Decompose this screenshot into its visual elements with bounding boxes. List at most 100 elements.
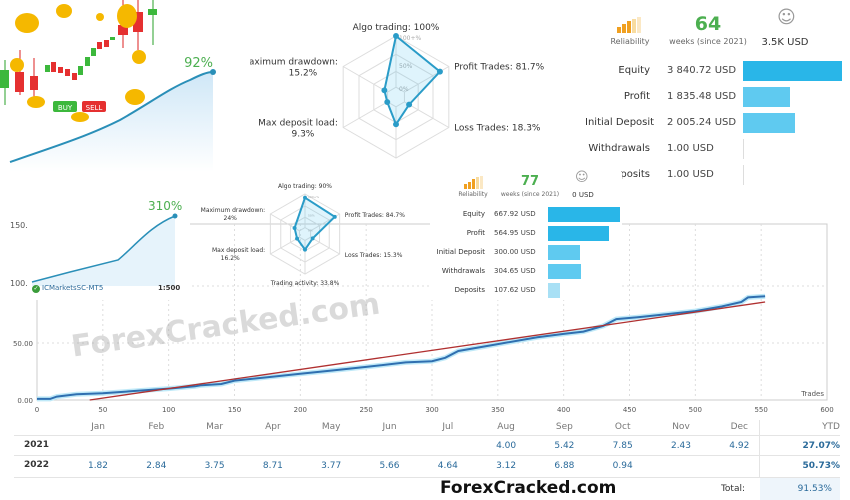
radar-axis-label: Maximum drawdown: 15.2% [250, 58, 338, 79]
stat-value: 2 005.24 USD [667, 117, 737, 128]
x-axis-label: Trades [800, 390, 824, 398]
month-value: 1.82 [87, 461, 109, 471]
growth-line [9, 71, 214, 163]
radar-chart-top: 100+% 50% 0% Algo trading: 100% Profit Trade… [250, 23, 545, 159]
reliability-icon [464, 176, 483, 189]
month-value: 5.66 [379, 461, 400, 471]
radar-point [393, 33, 399, 39]
stat-label: Withdrawals [441, 267, 485, 275]
x-tick-label: 100 [162, 406, 175, 414]
radar-point [303, 195, 307, 200]
stat-label: Profit [623, 91, 650, 102]
radar-point [310, 236, 315, 241]
buy-badge [53, 101, 77, 112]
stat-value: 1.00 USD [667, 143, 714, 154]
radar-point [292, 226, 297, 230]
month-header: Jun [382, 422, 397, 432]
radar-spoke [342, 101, 388, 128]
x-tick-label: 500 [689, 406, 702, 414]
mini-y-tick: 100. [10, 279, 28, 288]
total-label: Total: [720, 484, 745, 494]
reliability-icon [617, 17, 641, 33]
month-value: 2.43 [670, 441, 692, 451]
month-header: Jan [91, 422, 105, 432]
stat-bar [743, 165, 744, 185]
month-header: Apr [265, 422, 281, 432]
month-value: 4.92 [729, 441, 750, 451]
stat-value: 107.62 USD [494, 286, 536, 294]
month-value: 3.75 [204, 461, 225, 471]
subscribers-value: 0 USD [572, 191, 594, 199]
weeks-label: weeks (since 2021) [500, 191, 560, 198]
radar-axis-label: Algo trading: 100% [353, 23, 440, 33]
mini-y-tick: 150. [10, 221, 28, 230]
radar-point [393, 121, 399, 128]
stat-label: Profit [466, 229, 485, 237]
mini-gain-label: 310% [148, 199, 183, 213]
stat-label: Equity [618, 65, 650, 76]
stat-label: Initial Deposit [585, 117, 655, 128]
table-header: Jan Feb Mar Apr May Jun Jul Aug Sep Oct Nov Dec YTD [14, 420, 840, 436]
stat-bar [743, 113, 795, 133]
total-cell [760, 478, 840, 500]
candlestick-illustration: BUY SELL 92% [0, 0, 216, 172]
x-tick-label: 450 [623, 406, 636, 414]
radar-spoke [310, 236, 340, 255]
leverage: 1:500 [158, 284, 181, 292]
month-header: Jul [442, 422, 454, 432]
radar-axis-label: Profit Trades: 81.7% [454, 63, 545, 73]
monthly-returns-table: Jan Feb Mar Apr May Jun Jul Aug Sep Oct Nov Dec YTD … [0, 420, 850, 500]
weeks-value: 77 [520, 174, 540, 189]
stat-bar [548, 264, 581, 279]
stat-bar [548, 283, 560, 298]
stat-bar [743, 61, 842, 81]
month-header: Feb [148, 422, 165, 432]
reliability-label: Reliability [458, 191, 488, 198]
stat-bar [743, 139, 744, 159]
stat-label: Withdrawals [588, 143, 650, 154]
y-tick-label: 0.00 [17, 397, 33, 405]
x-tick-label: 150 [228, 406, 241, 414]
month-header: Sep [555, 422, 573, 432]
radar-point [406, 101, 413, 108]
radar-point [381, 87, 388, 94]
radar-point [436, 68, 443, 75]
radar-area [383, 34, 442, 127]
x-tick-label: 50 [98, 406, 107, 414]
month-header: Dec [730, 422, 748, 432]
month-header: Nov [672, 422, 690, 432]
y-tick-label: 50.00 [13, 340, 33, 348]
candles [0, 0, 157, 105]
stat-label: Initial Deposit [436, 248, 485, 256]
year-label: 2021 [24, 440, 50, 450]
year-label: 2022 [24, 460, 50, 470]
radar-ring-label: 100+% [399, 35, 421, 42]
x-tick-label: 0 [35, 406, 39, 414]
radar-axis-label: Maximum drawdown: 24% [201, 207, 266, 222]
radar-area [293, 196, 337, 252]
buy-label: BUY [58, 104, 73, 112]
stat-value: 3 840.72 USD [667, 65, 737, 76]
stat-label: Equity [462, 210, 485, 218]
radar-ring-label: 50% [399, 63, 413, 70]
radar-point [384, 99, 391, 106]
table-row: 2021 4.00 5.42 7.85 2.43 4.92 27.07% [14, 436, 840, 456]
radar-ring-label: 0% [308, 229, 313, 233]
radar-ring-label: 50% [308, 213, 315, 217]
trend-line [89, 301, 766, 401]
radar-point [295, 236, 300, 241]
x-tick-label: 400 [557, 406, 570, 414]
balance-line [37, 295, 766, 400]
stat-bar [548, 245, 581, 260]
month-value: 0.94 [612, 461, 633, 471]
stat-label: posits [620, 169, 650, 180]
radar-spoke [404, 101, 450, 128]
stat-label: Deposits [454, 286, 485, 294]
month-value: 4.64 [437, 461, 458, 471]
mini-growth-line [31, 213, 178, 286]
stat-value: 564.95 USD [494, 229, 536, 237]
stat-value: 1.00 USD [667, 169, 714, 180]
account-stats-small: Reliability 77 weeks (since 2021) ☺ 0 US… [430, 170, 622, 300]
broker-name[interactable]: ICMarketsSC-MT5 [42, 284, 104, 292]
month-value: 7.85 [612, 441, 633, 451]
